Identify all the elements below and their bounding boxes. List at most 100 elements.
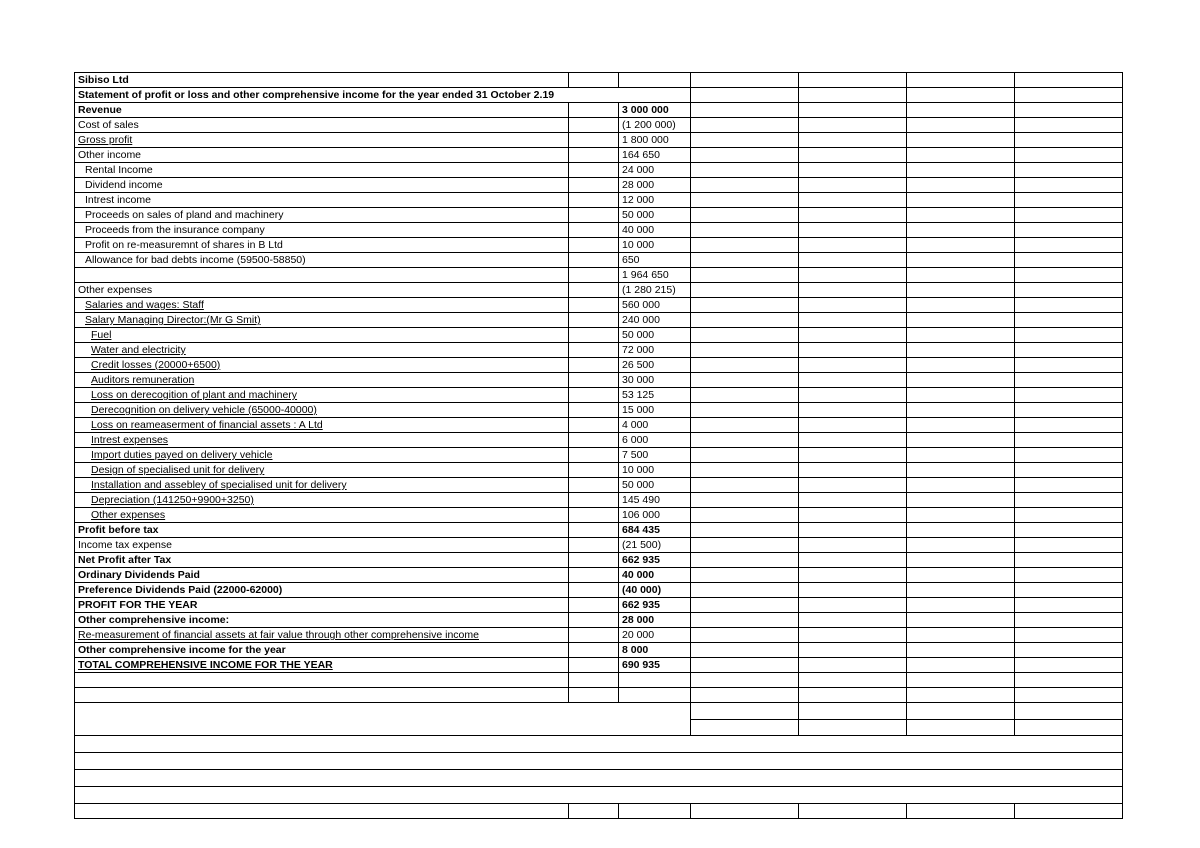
spacer-cell — [569, 298, 619, 313]
table-row — [75, 770, 1123, 787]
row-value: 6 000 — [619, 433, 691, 448]
row-label: Revenue — [75, 103, 569, 118]
row-label: Profit on re-measuremnt of shares in B L… — [75, 238, 569, 253]
row-value: 50 000 — [619, 478, 691, 493]
row-label: Salaries and wages: Staff — [75, 298, 569, 313]
row-value: 106 000 — [619, 508, 691, 523]
row-value: 26 500 — [619, 358, 691, 373]
row-label: Intrest expenses — [75, 433, 569, 448]
row-value: 24 000 — [619, 163, 691, 178]
spacer-cell — [569, 208, 619, 223]
spacer-cell — [569, 433, 619, 448]
table-row: Other comprehensive income for the year8… — [75, 643, 1123, 658]
row-value: 20 000 — [619, 628, 691, 643]
spacer-cell — [569, 418, 619, 433]
spacer-cell — [569, 448, 619, 463]
table-row: Sibiso Ltd — [75, 73, 1123, 88]
row-label: Loss on reameaserment of financial asset… — [75, 418, 569, 433]
row-label: Salary Managing Director:(Mr G Smit) — [75, 313, 569, 328]
full-width-blank — [75, 753, 1123, 770]
row-label: Credit losses (20000+6500) — [75, 358, 569, 373]
spacer-cell — [569, 463, 619, 478]
row-value: 684 435 — [619, 523, 691, 538]
spacer-cell — [569, 523, 619, 538]
spacer-cell — [569, 103, 619, 118]
table-row: Derecognition on delivery vehicle (65000… — [75, 403, 1123, 418]
row-value: (40 000) — [619, 583, 691, 598]
spacer-cell — [569, 628, 619, 643]
table-row: Proceeds from the insurance company40 00… — [75, 223, 1123, 238]
row-value: 690 935 — [619, 658, 691, 673]
row-label: Depreciation (141250+9900+3250) — [75, 493, 569, 508]
table-row: Dividend income28 000 — [75, 178, 1123, 193]
row-label: Derecognition on delivery vehicle (65000… — [75, 403, 569, 418]
row-label: PROFIT FOR THE YEAR — [75, 598, 569, 613]
row-label: Income tax expense — [75, 538, 569, 553]
spacer-cell — [569, 313, 619, 328]
row-label: TOTAL COMPREHENSIVE INCOME FOR THE YEAR — [75, 658, 569, 673]
full-width-blank — [75, 770, 1123, 787]
row-label: Net Profit after Tax — [75, 553, 569, 568]
spacer-cell — [569, 613, 619, 628]
table-row: Allowance for bad debts income (59500-58… — [75, 253, 1123, 268]
table-row: Statement of profit or loss and other co… — [75, 88, 1123, 103]
row-label: Profit before tax — [75, 523, 569, 538]
row-label: Proceeds on sales of pland and machinery — [75, 208, 569, 223]
table-row — [75, 804, 1123, 819]
table-row: Fuel50 000 — [75, 328, 1123, 343]
spacer-cell — [569, 508, 619, 523]
row-value: 662 935 — [619, 598, 691, 613]
table-row: PROFIT FOR THE YEAR 662 935 — [75, 598, 1123, 613]
spacer-cell — [569, 568, 619, 583]
spacer-cell — [569, 493, 619, 508]
spacer-cell — [569, 283, 619, 298]
income-statement-table: Sibiso LtdStatement of profit or loss an… — [74, 72, 1123, 819]
row-value: (21 500) — [619, 538, 691, 553]
table-row: Depreciation (141250+9900+3250)145 490 — [75, 493, 1123, 508]
row-label: Re-measurement of financial assets at fa… — [75, 628, 569, 643]
row-label: Loss on derecogition of plant and machin… — [75, 388, 569, 403]
table-row — [75, 787, 1123, 804]
table-row: Profit on re-measuremnt of shares in B L… — [75, 238, 1123, 253]
table-row — [75, 736, 1123, 753]
row-value: (1 280 215) — [619, 283, 691, 298]
table-row: Cost of sales(1 200 000) — [75, 118, 1123, 133]
row-value: 662 935 — [619, 553, 691, 568]
row-label: Other expenses — [75, 283, 569, 298]
row-label: Proceeds from the insurance company — [75, 223, 569, 238]
spacer-cell — [569, 163, 619, 178]
table-row: Rental Income24 000 — [75, 163, 1123, 178]
row-value: (1 200 000) — [619, 118, 691, 133]
row-value: 10 000 — [619, 463, 691, 478]
row-label: Dividend income — [75, 178, 569, 193]
table-row: Intrest expenses 6 000 — [75, 433, 1123, 448]
table-row: Loss on derecogition of plant and machin… — [75, 388, 1123, 403]
table-row: Profit before tax 684 435 — [75, 523, 1123, 538]
table-row: Net Profit after Tax 662 935 — [75, 553, 1123, 568]
table-row: Revenue3 000 000 — [75, 103, 1123, 118]
row-label: Allowance for bad debts income (59500-58… — [75, 253, 569, 268]
spacer-cell — [569, 538, 619, 553]
spacer-cell — [569, 598, 619, 613]
table-row: Ordinary Dividends Paid40 000 — [75, 568, 1123, 583]
spacer-cell — [569, 583, 619, 598]
spacer-cell — [569, 223, 619, 238]
row-label: Other comprehensive income for the year — [75, 643, 569, 658]
table-row: Proceeds on sales of pland and machinery… — [75, 208, 1123, 223]
table-row: Auditors remuneration30 000 — [75, 373, 1123, 388]
table-row: Installation and assebley of specialised… — [75, 478, 1123, 493]
full-width-blank — [75, 736, 1123, 753]
spacer-cell — [569, 193, 619, 208]
row-value: 4 000 — [619, 418, 691, 433]
table-row: Other comprehensive income:28 000 — [75, 613, 1123, 628]
table-row: Other expenses106 000 — [75, 508, 1123, 523]
row-label — [75, 268, 569, 283]
merged-block — [75, 703, 691, 736]
row-value: 12 000 — [619, 193, 691, 208]
row-value: 560 000 — [619, 298, 691, 313]
table-row: Other income164 650 — [75, 148, 1123, 163]
row-value: 50 000 — [619, 208, 691, 223]
spacer-cell — [569, 643, 619, 658]
table-row — [75, 673, 1123, 688]
row-value: 30 000 — [619, 373, 691, 388]
